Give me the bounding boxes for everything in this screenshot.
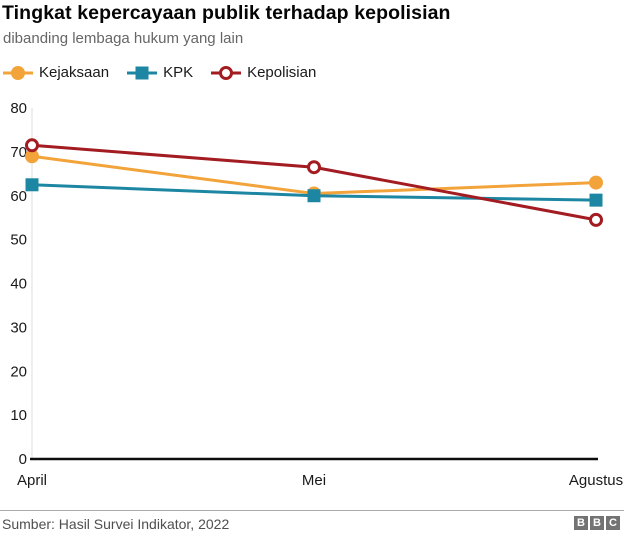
legend-circle-icon-kejaksaan [3, 65, 33, 80]
legend-label-kpk: KPK [163, 64, 194, 81]
y-tick-label: 50 [10, 232, 27, 249]
x-tick-label: April [17, 472, 47, 489]
legend-item-kepolisian: Kepolisian [211, 64, 316, 81]
data-point-kepolisian [25, 138, 39, 153]
y-tick-label: 20 [10, 363, 27, 380]
data-point-kepolisian [589, 212, 603, 227]
data-point-kpk [25, 178, 39, 192]
legend-marker-kpk [135, 66, 149, 79]
data-point-kepolisian [307, 160, 321, 175]
y-tick-label: 40 [10, 276, 27, 293]
y-tick-label: 70 [10, 144, 27, 161]
source-text: Sumber: Hasil Survei Indikator, 2022 [2, 516, 230, 532]
legend-item-kejaksaan: Kejaksaan [3, 64, 109, 81]
y-tick-label: 60 [10, 188, 27, 205]
y-tick-label: 10 [10, 407, 27, 424]
y-tick-label: 30 [10, 319, 27, 336]
y-tick-label: 80 [10, 100, 27, 117]
chart-subtitle: dibanding lembaga hukum yang lain [3, 30, 244, 47]
bbc-logo-letter: B [590, 516, 604, 530]
legend: Kejaksaan KPK Kepolisian [3, 64, 316, 81]
line-chart: 0 10 20 30 40 50 60 70 80 April Mei Agustus [10, 100, 623, 489]
legend-marker-kejaksaan [11, 65, 25, 80]
data-point-kpk [589, 193, 603, 207]
legend-square-icon-kpk [127, 66, 158, 79]
data-point-kejaksaan [25, 149, 39, 164]
legend-label-kepolisian: Kepolisian [247, 64, 317, 81]
bbc-logo-letter: B [574, 516, 588, 530]
legend-label-kejaksaan: Kejaksaan [39, 64, 110, 81]
data-point-kejaksaan [589, 175, 603, 190]
legend-open-circle-icon-kepolisian [211, 65, 242, 80]
footer-divider [0, 510, 624, 511]
legend-item-kpk: KPK [127, 64, 193, 81]
x-tick-label: Mei [302, 472, 326, 489]
y-tick-label: 0 [19, 451, 27, 468]
chart-title: Tingkat kepercayaan publik terhadap kepo… [2, 2, 451, 24]
legend-marker-kepolisian [219, 65, 234, 80]
data-point-kpk [307, 189, 321, 203]
series-line-kepolisian [31, 143, 597, 222]
bbc-logo-letter: C [606, 516, 620, 530]
x-tick-label: Agustus [569, 472, 623, 489]
